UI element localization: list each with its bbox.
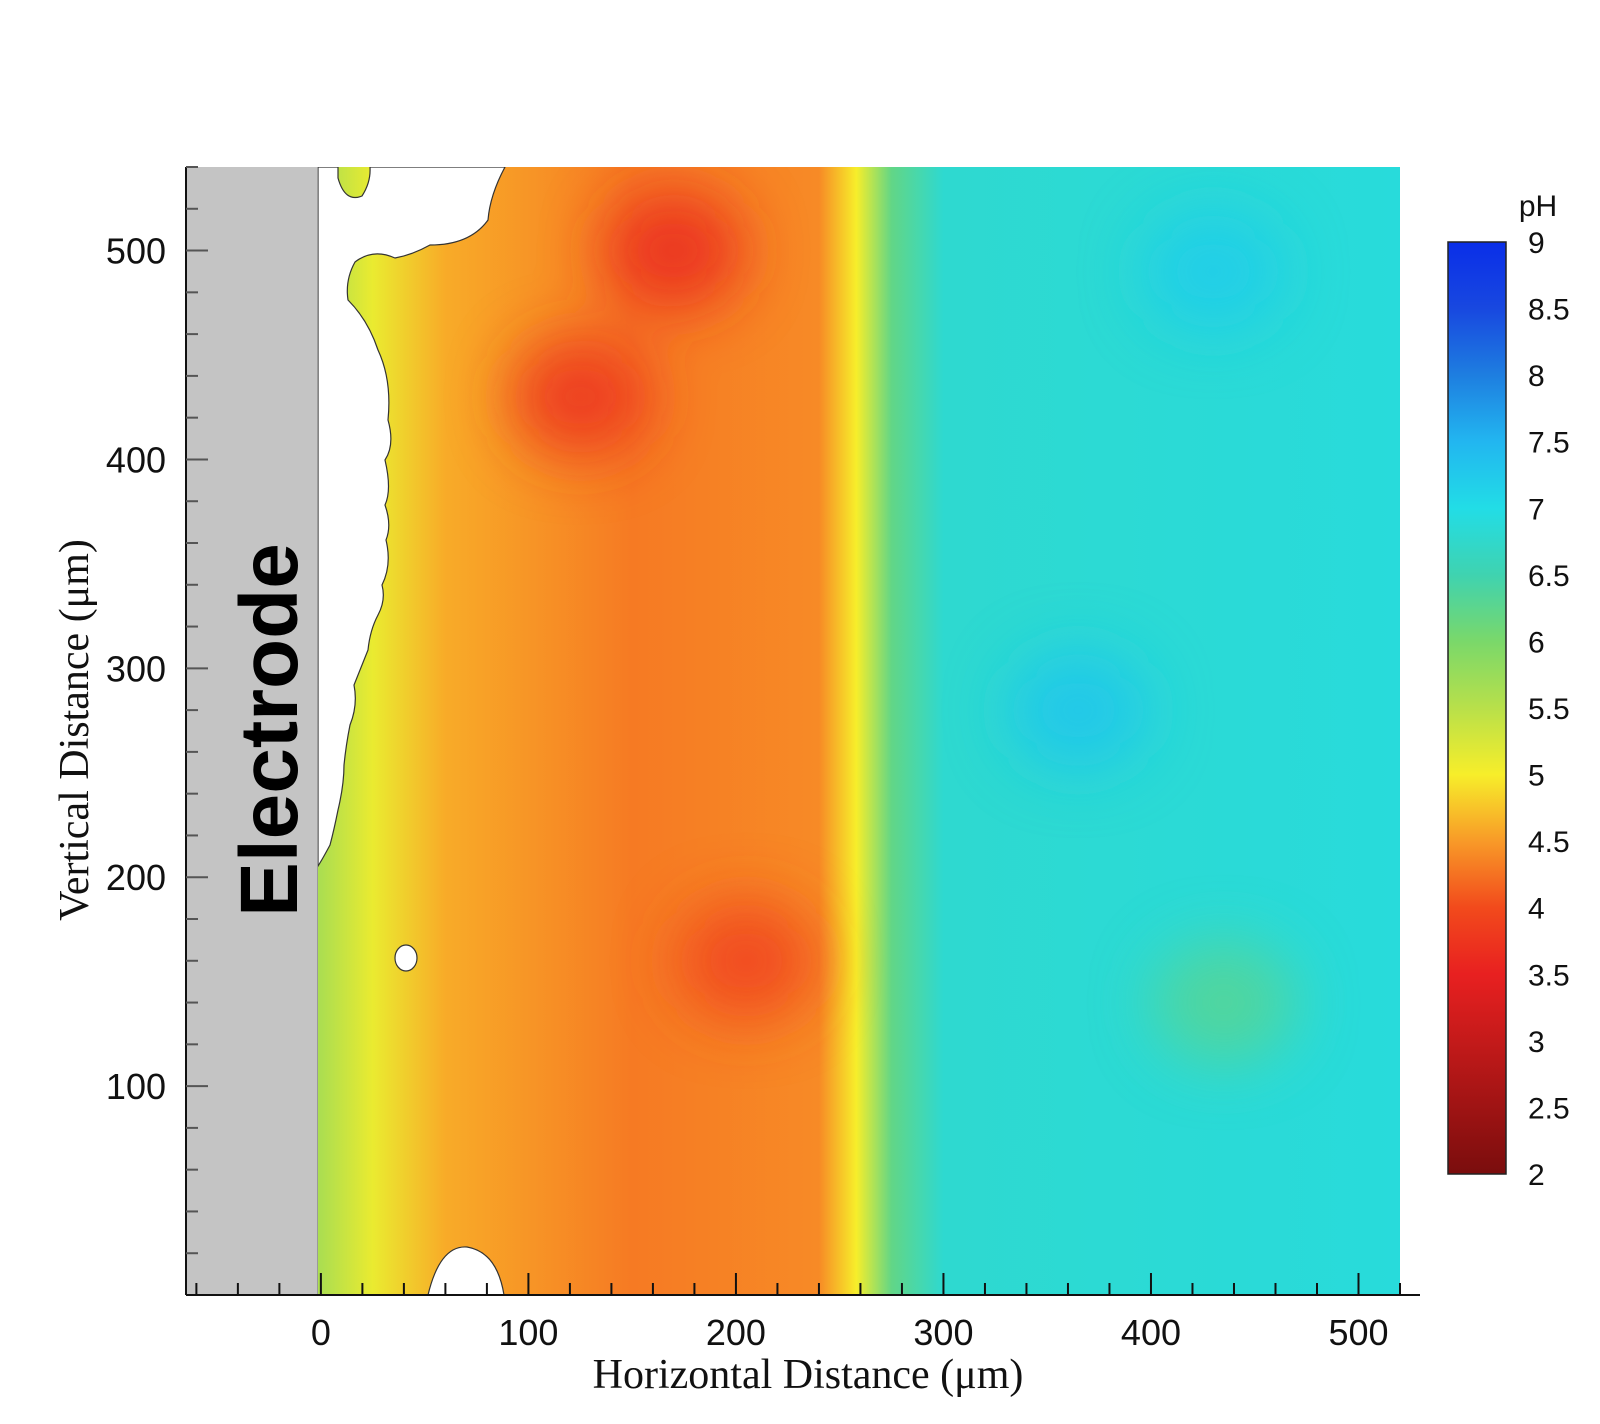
y-axis-title: Vertical Distance (μm) <box>52 539 98 921</box>
colorbar-title: pH <box>1519 190 1557 223</box>
heatmap-feature <box>676 900 817 1021</box>
colorbar-tick-label: 6 <box>1528 626 1545 659</box>
x-tick-label: 400 <box>1121 1312 1181 1353</box>
x-tick-label: 300 <box>913 1312 973 1353</box>
colorbar-tick-label: 2.5 <box>1528 1092 1570 1125</box>
colorbar-tick-label: 3 <box>1528 1026 1545 1059</box>
x-ticks: 0 100 200 300 400 500 <box>195 1273 1401 1353</box>
heatmap-feature <box>1153 942 1294 1063</box>
heatmap-feature <box>1008 650 1149 771</box>
no-data-hole-small <box>394 944 418 972</box>
colorbar-tick-label: 3.5 <box>1528 959 1570 992</box>
no-data-region <box>318 167 506 868</box>
y-ticks: 100 200 300 400 500 <box>106 166 208 1255</box>
x-axis-title: Horizontal Distance (μm) <box>593 1352 1024 1398</box>
colorbar-tick-label: 8.5 <box>1528 294 1570 327</box>
heatmap-feature <box>510 336 651 457</box>
colorbar-tick-label: 7 <box>1528 493 1545 526</box>
colorbar-tick-label: 2 <box>1528 1159 1545 1192</box>
y-tick-label: 300 <box>106 648 166 689</box>
heatmap-base <box>318 167 1400 1295</box>
colorbar-tick-label: 9 <box>1528 227 1545 260</box>
y-tick-label: 100 <box>106 1066 166 1107</box>
colorbar-tick-label: 6.5 <box>1528 560 1570 593</box>
electrode-region <box>186 167 318 1295</box>
electrode-label: Electrode <box>224 543 315 917</box>
x-tick-label: 500 <box>1328 1312 1388 1353</box>
no-data-hole-bottom <box>427 1246 505 1295</box>
colorbar-ramp <box>1447 241 1507 1175</box>
colorbar-tick-label: 8 <box>1528 360 1545 393</box>
axes <box>185 167 1420 1296</box>
colorbar-tick-label: 5.5 <box>1528 693 1570 726</box>
heatmap-feature <box>1143 211 1284 332</box>
colorbar-tick-label: 5 <box>1528 760 1545 793</box>
y-tick-label: 200 <box>106 857 166 898</box>
colorbar-tick-label: 4.5 <box>1528 826 1570 859</box>
colorbar-tick-label: 4 <box>1528 893 1545 926</box>
colorbar-tick-label: 7.5 <box>1528 427 1570 460</box>
heatmap-feature <box>603 190 744 311</box>
y-tick-label: 500 <box>106 231 166 272</box>
y-tick-label: 400 <box>106 439 166 480</box>
heatmap-field <box>318 167 1400 1295</box>
colorbar-ticks: 2 2.5 3 3.5 4 4.5 5 5.5 6 6.5 7 7.5 8 8.5 9 <box>1528 227 1570 1192</box>
x-tick-label: 200 <box>706 1312 766 1353</box>
heatmap-features <box>510 190 1294 1063</box>
x-tick-label: 0 <box>311 1312 331 1353</box>
colorbar: pH 2 2.5 3 3.5 4 4.5 5 5.5 6 6.5 7 7.5 8 8.5 9 <box>1447 190 1570 1192</box>
x-tick-label: 100 <box>498 1312 558 1353</box>
